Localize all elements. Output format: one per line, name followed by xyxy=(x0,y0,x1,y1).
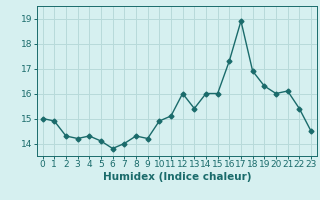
X-axis label: Humidex (Indice chaleur): Humidex (Indice chaleur) xyxy=(102,172,251,182)
